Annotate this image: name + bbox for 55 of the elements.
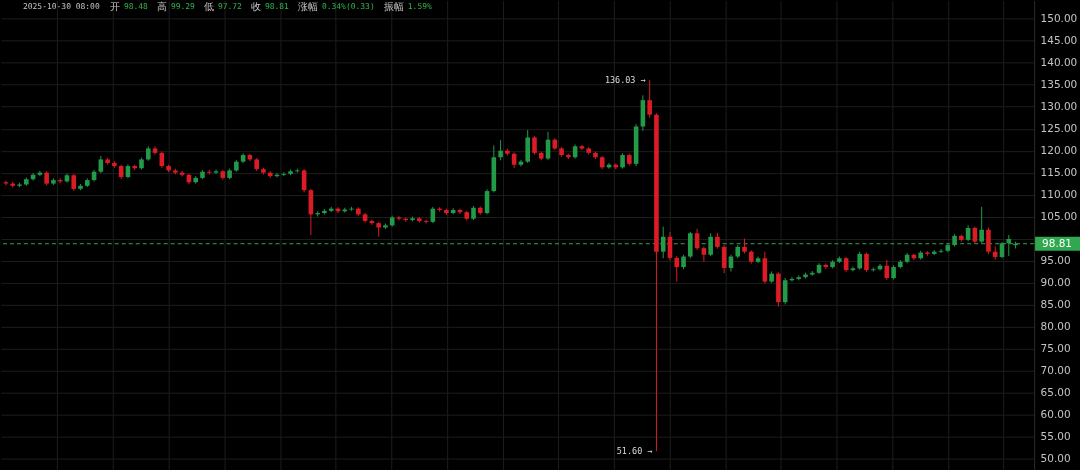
y-tick-label: 120.00 — [1040, 144, 1078, 157]
y-tick-label: 110.00 — [1040, 188, 1078, 201]
candlestick — [1006, 234, 1012, 257]
annotation: 高 — [156, 1, 167, 13]
annotation: 136.03 → — [604, 75, 646, 86]
ref-line-label: 98.81 — [1042, 236, 1073, 249]
candlestick — [762, 251, 768, 284]
candlestick — [532, 135, 537, 156]
candlestick — [986, 227, 991, 255]
y-tick-label: 105.00 — [1040, 210, 1078, 223]
annotation: 0.34%(0.33) — [321, 2, 375, 12]
candlestick — [688, 231, 693, 259]
y-tick-label: 75.00 — [1040, 341, 1071, 354]
annotation: 振幅 — [383, 1, 404, 13]
candlestick — [152, 145, 158, 156]
y-tick-label: 95.00 — [1040, 253, 1071, 266]
annotation: 98.48 — [123, 2, 149, 12]
candlestick — [423, 219, 429, 225]
candlestick — [864, 252, 869, 273]
annotation: 97.72 — [217, 2, 243, 12]
annotation: 99.29 — [170, 2, 196, 12]
y-tick-label: 70.00 — [1040, 363, 1071, 376]
y-tick-label: 130.00 — [1040, 100, 1078, 113]
candlestick — [708, 232, 713, 257]
candlestick — [857, 251, 862, 271]
y-tick-label: 55.00 — [1040, 429, 1071, 442]
annotation: 51.60 → — [616, 446, 653, 457]
annotation: 低 — [203, 1, 214, 13]
candlestick — [979, 206, 984, 244]
y-tick-label: 150.00 — [1040, 12, 1078, 25]
y-tick-label: 85.00 — [1040, 297, 1071, 310]
candlestick — [396, 215, 402, 221]
y-tick-label: 60.00 — [1040, 407, 1071, 420]
y-tick-label: 80.00 — [1040, 319, 1071, 332]
candlestick — [701, 245, 707, 263]
y-tick-label: 50.00 — [1040, 451, 1071, 464]
y-tick-label: 65.00 — [1040, 385, 1071, 398]
candlestick — [498, 139, 503, 161]
annotation: 涨幅 — [297, 1, 318, 13]
annotation: 收 — [250, 1, 261, 13]
annotation: 98.81 — [264, 2, 290, 12]
candlestick — [660, 226, 666, 259]
annotation: 2025-10-30 08:00 — [22, 2, 100, 12]
y-tick-label: 145.00 — [1040, 34, 1078, 47]
candlestick — [938, 248, 944, 254]
y-tick-label: 135.00 — [1040, 78, 1078, 91]
candlestick — [213, 169, 219, 175]
y-tick-label: 125.00 — [1040, 122, 1078, 135]
annotation: 开 — [109, 1, 120, 13]
candlestick — [674, 255, 680, 283]
candlestick — [647, 79, 652, 119]
y-tick-label: 115.00 — [1040, 166, 1078, 179]
annotation: 1.59% — [407, 2, 432, 12]
y-tick-label: 90.00 — [1040, 275, 1071, 288]
y-tick-label: 140.00 — [1040, 56, 1078, 69]
